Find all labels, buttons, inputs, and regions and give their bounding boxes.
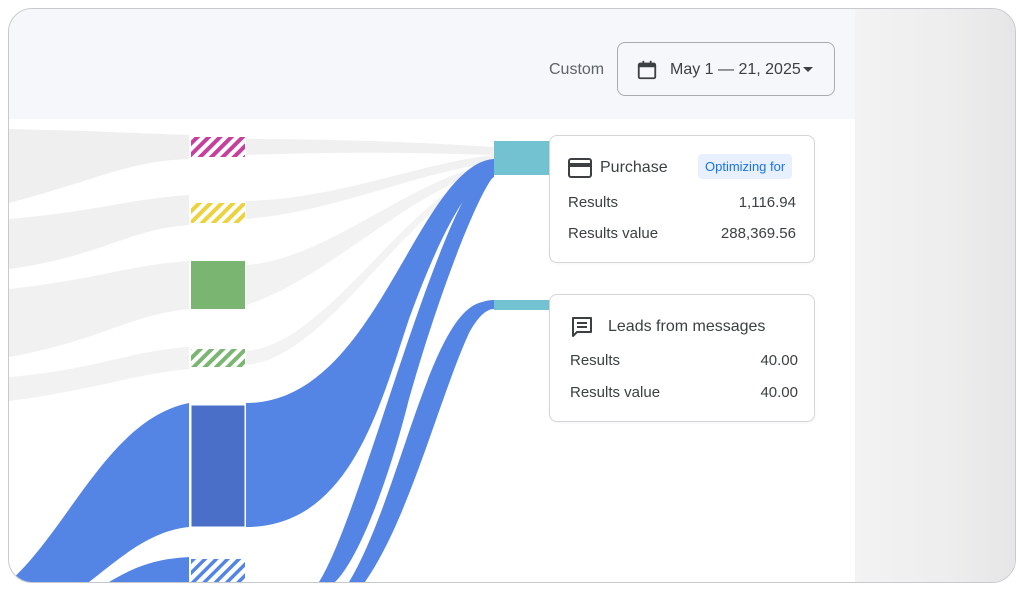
flow-grey [9, 261, 189, 357]
calendar-icon [637, 60, 657, 80]
message-icon [572, 317, 592, 337]
sankey-canvas: Purchase Optimizing for Results 1,116.94… [9, 119, 855, 582]
flow-grey [9, 347, 189, 401]
leads-results-value-label: Results value [570, 384, 661, 401]
leads-results-label: Results [570, 352, 621, 369]
flow-grey [9, 129, 189, 203]
leads-results-value-amount: 40.00 [760, 384, 798, 401]
optimizing-for-badge: Optimizing for [698, 154, 793, 179]
results-value: 1,116.94 [738, 194, 796, 211]
range-type-label: Custom [549, 61, 605, 78]
flow-grey [246, 155, 494, 219]
flow-blue-to-purchase [246, 159, 494, 527]
sankey-diagram [9, 129, 550, 582]
date-range-text: May 1 — 21, 2025 [670, 61, 801, 78]
target-node-purchase [494, 141, 550, 175]
node-green-hatched [191, 349, 245, 367]
app-frame: Custom May 1 — 21, 2025 [8, 8, 1016, 583]
node-magenta-hatched [191, 137, 245, 157]
flow-blue-to-purchase [319, 173, 494, 582]
side-panel-shade [855, 9, 1015, 582]
leads-card[interactable]: Leads from messages Results 40.00 Result… [549, 294, 815, 422]
flow-blue [109, 557, 189, 582]
results-label: Results [568, 194, 619, 211]
node-blue-dark [190, 404, 246, 528]
leads-title: Leads from messages [608, 318, 766, 335]
credit-card-icon [568, 158, 592, 178]
toolbar: Custom May 1 — 21, 2025 [9, 9, 855, 119]
caret-down-icon [803, 67, 813, 72]
flow-blue-to-leads [349, 300, 494, 582]
results-value-label: Results value [568, 225, 659, 242]
node-blue-hatched [191, 559, 245, 582]
flow-grey [9, 195, 189, 269]
purchase-title: Purchase [600, 159, 668, 176]
date-range-picker[interactable]: May 1 — 21, 2025 [617, 42, 835, 96]
results-value-amount: 288,369.56 [720, 225, 796, 242]
flow-grey [246, 139, 494, 155]
purchase-card[interactable]: Purchase Optimizing for Results 1,116.94… [549, 135, 815, 263]
leads-results-value: 40.00 [760, 352, 798, 369]
node-green [191, 261, 245, 309]
flow-grey [246, 169, 494, 365]
node-yellow-hatched [191, 203, 245, 223]
flow-blue [9, 403, 189, 582]
flow-grey [246, 163, 494, 305]
target-node-leads [494, 300, 550, 310]
